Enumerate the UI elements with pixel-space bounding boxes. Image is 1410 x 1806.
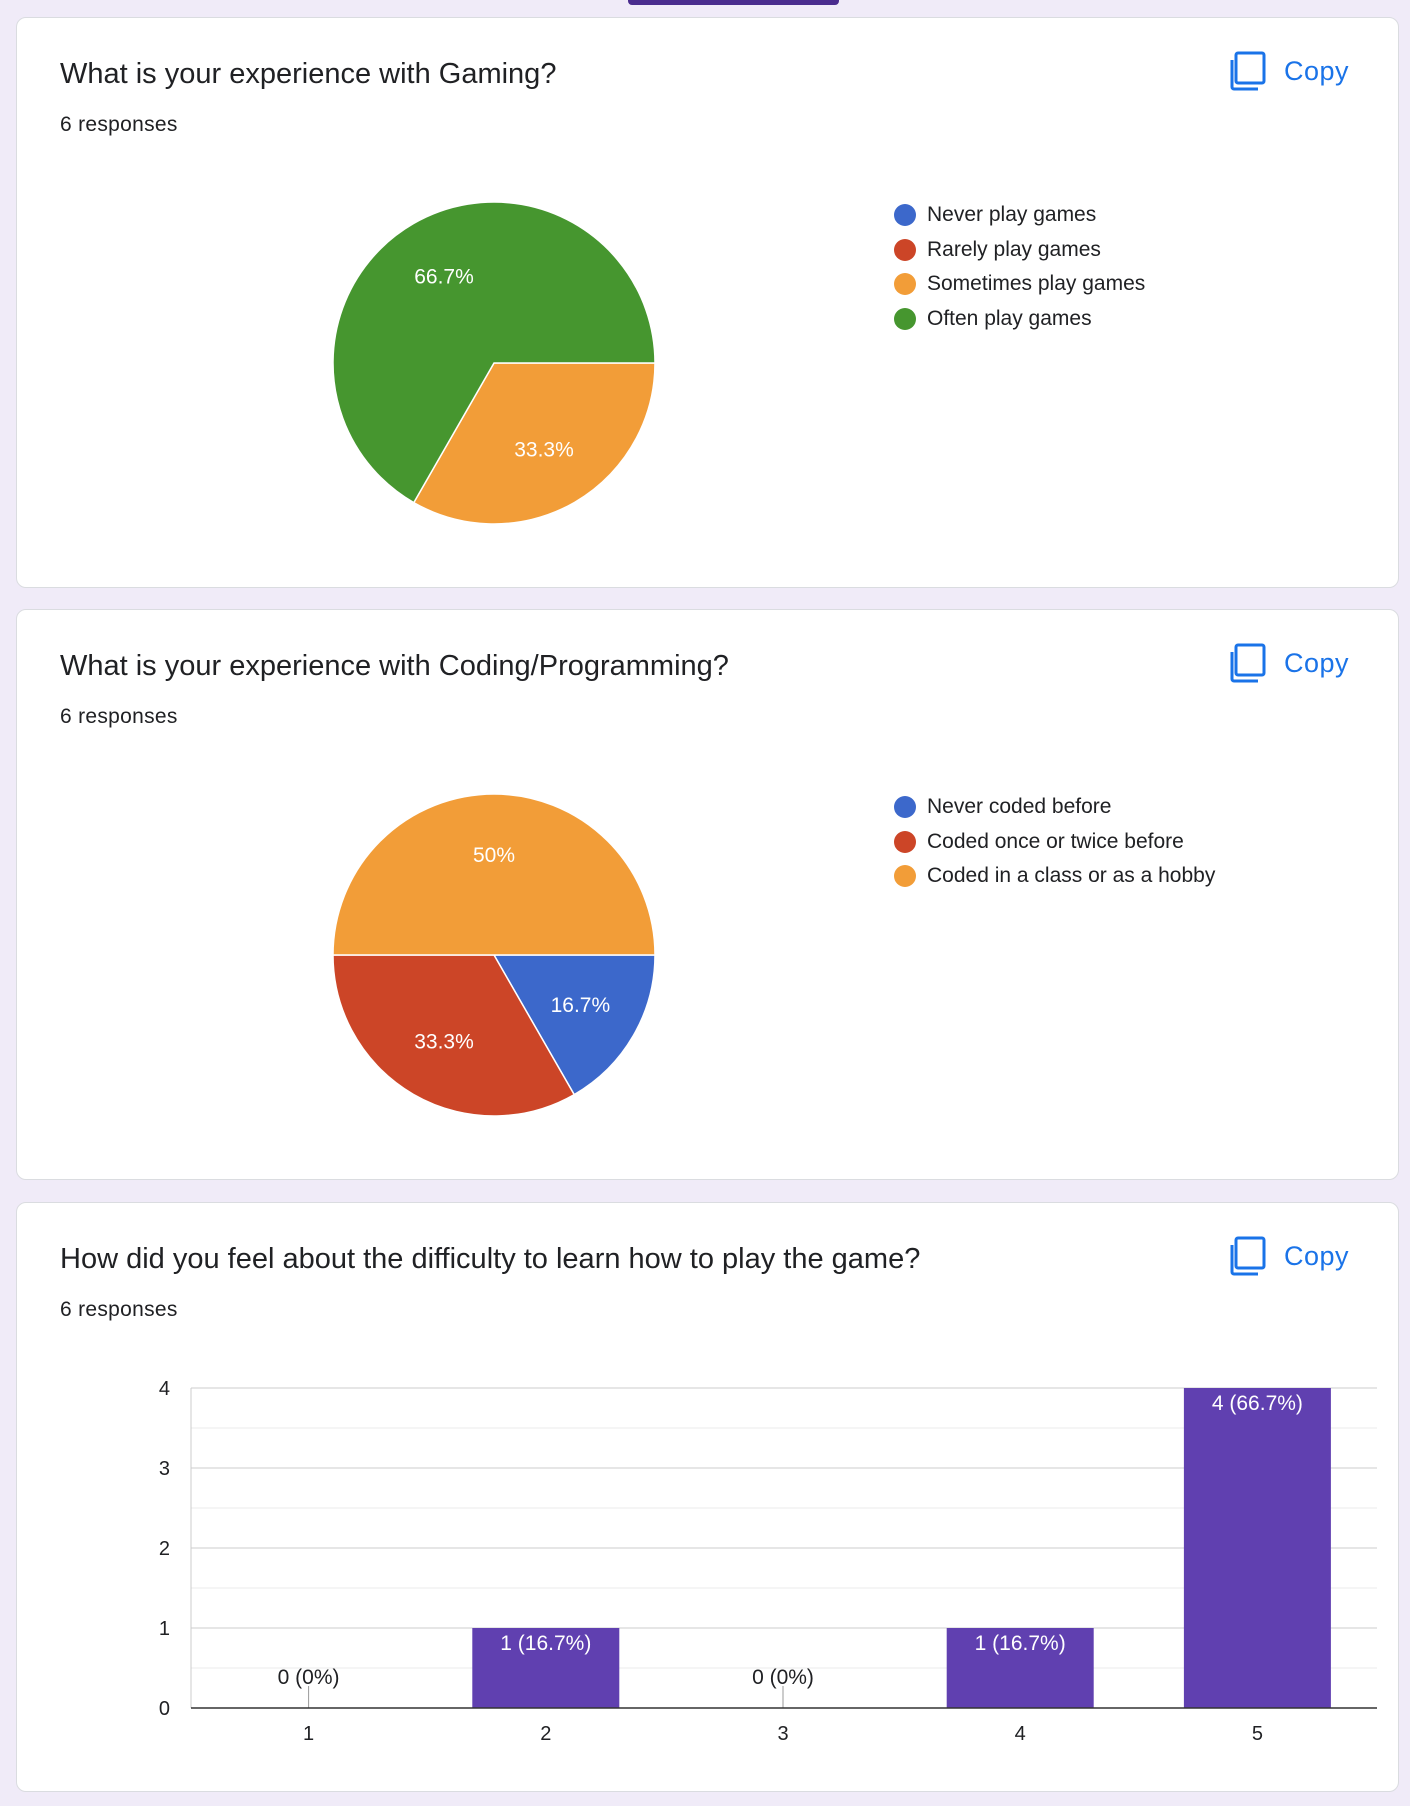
legend-item-rarely-play-games: Rarely play games	[894, 233, 1145, 268]
legend-label: Rarely play games	[927, 237, 1101, 261]
pie-label-often-play-games: 66.7%	[414, 266, 474, 289]
pie-label-coded-once-or-twice-before: 33.3%	[414, 1030, 474, 1053]
pie-label-sometimes-play-games: 33.3%	[514, 438, 574, 461]
pie-slice-sometimes-play-games	[412, 362, 656, 525]
legend-item-coded-in-a-class-or-as-a-hobby: Coded in a class or as a hobby	[894, 859, 1215, 894]
legend-swatch	[894, 865, 916, 888]
x-tick-label: 1	[303, 1723, 314, 1745]
bar-label-4: 1 (16.7%)	[975, 1632, 1066, 1655]
legend-item-coded-once-or-twice-before: Coded once or twice before	[894, 825, 1215, 860]
y-tick-label: 4	[159, 1378, 170, 1400]
copy-icon	[1230, 643, 1266, 683]
bar-label-2: 1 (16.7%)	[500, 1632, 591, 1655]
gaming-pie-chart: 33.3% 66.7%	[332, 201, 656, 525]
legend-label: Often play games	[927, 306, 1092, 330]
x-tick-label: 3	[777, 1723, 788, 1745]
bar-2	[472, 1628, 620, 1708]
bar-label-1: 0 (0%)	[278, 1666, 340, 1689]
legend-swatch	[894, 830, 916, 853]
legend-label: Never coded before	[927, 795, 1112, 819]
coding-legend: Never coded before Coded once or twice be…	[894, 790, 1215, 894]
legend-item-never-play-games: Never play games	[894, 198, 1145, 233]
y-tick-label: 0	[159, 1698, 170, 1720]
legend-swatch	[894, 238, 916, 261]
x-tick-label: 2	[540, 1723, 551, 1745]
legend-item-sometimes-play-games: Sometimes play games	[894, 267, 1145, 302]
copy-chart-button[interactable]: Copy	[1230, 51, 1349, 91]
question-title: What is your experience with Gaming?	[60, 58, 557, 90]
legend-label: Coded once or twice before	[927, 829, 1184, 853]
legend-swatch	[894, 204, 916, 227]
copy-chart-button[interactable]: Copy	[1230, 643, 1349, 683]
copy-label: Copy	[1283, 55, 1349, 86]
response-count: 6 responses	[60, 113, 178, 136]
question-title: How did you feel about the difficulty to…	[60, 1243, 921, 1275]
question-card-gaming: What is your experience with Gaming? 6 r…	[16, 17, 1399, 588]
difficulty-bar-chart: 0 1 2 3 4 0 (0%) 1 1 (16.7%) 2 0 (0%) 3 1 (16.7%) 4 4…	[159, 1378, 1377, 1745]
y-tick-label: 2	[159, 1538, 170, 1560]
y-tick-label: 3	[159, 1458, 170, 1480]
legend-swatch	[894, 796, 916, 819]
x-tick-label: 5	[1252, 1723, 1263, 1745]
copy-label: Copy	[1283, 1240, 1349, 1271]
legend-swatch	[894, 307, 916, 330]
question-card-coding: What is your experience with Coding/Prog…	[16, 609, 1399, 1180]
active-tab-indicator	[628, 0, 839, 5]
copy-label: Copy	[1283, 647, 1349, 678]
legend-item-never-coded-before: Never coded before	[894, 790, 1215, 825]
pie-slice-coded-in-a-class-or-as-a-hobby	[332, 793, 656, 956]
pie-slice-coded-once-or-twice-before	[332, 954, 576, 1117]
legend-swatch	[894, 273, 916, 296]
response-count: 6 responses	[60, 705, 178, 728]
x-tick-label: 4	[1015, 1723, 1026, 1745]
legend-label: Sometimes play games	[927, 272, 1146, 296]
question-title: What is your experience with Coding/Prog…	[60, 650, 729, 682]
gaming-legend: Never play games Rarely play games Sometim…	[894, 198, 1145, 336]
copy-chart-button[interactable]: Copy	[1230, 1236, 1349, 1276]
copy-icon	[1230, 1236, 1266, 1276]
bar-5	[1183, 1388, 1331, 1708]
legend-label: Coded in a class or as a hobby	[927, 864, 1216, 888]
pie-slice-often-play-games	[332, 201, 656, 504]
pie-label-coded-in-a-class-or-as-a-hobby: 50%	[473, 844, 515, 867]
pie-slice-never-coded-before	[492, 954, 656, 1096]
coding-pie-chart: 16.7% 33.3% 50%	[332, 793, 656, 1117]
y-tick-label: 1	[159, 1618, 170, 1640]
question-card-difficulty: How did you feel about the difficulty to…	[16, 1202, 1399, 1792]
copy-icon	[1230, 51, 1266, 91]
legend-label: Never play games	[927, 203, 1097, 227]
legend-item-often-play-games: Often play games	[894, 302, 1145, 337]
bar-4	[946, 1628, 1094, 1708]
bar-label-5: 4 (66.7%)	[1212, 1392, 1303, 1415]
response-count: 6 responses	[60, 1298, 178, 1321]
bar-label-3: 0 (0%)	[752, 1666, 814, 1689]
pie-label-never-coded-before: 16.7%	[551, 994, 611, 1017]
